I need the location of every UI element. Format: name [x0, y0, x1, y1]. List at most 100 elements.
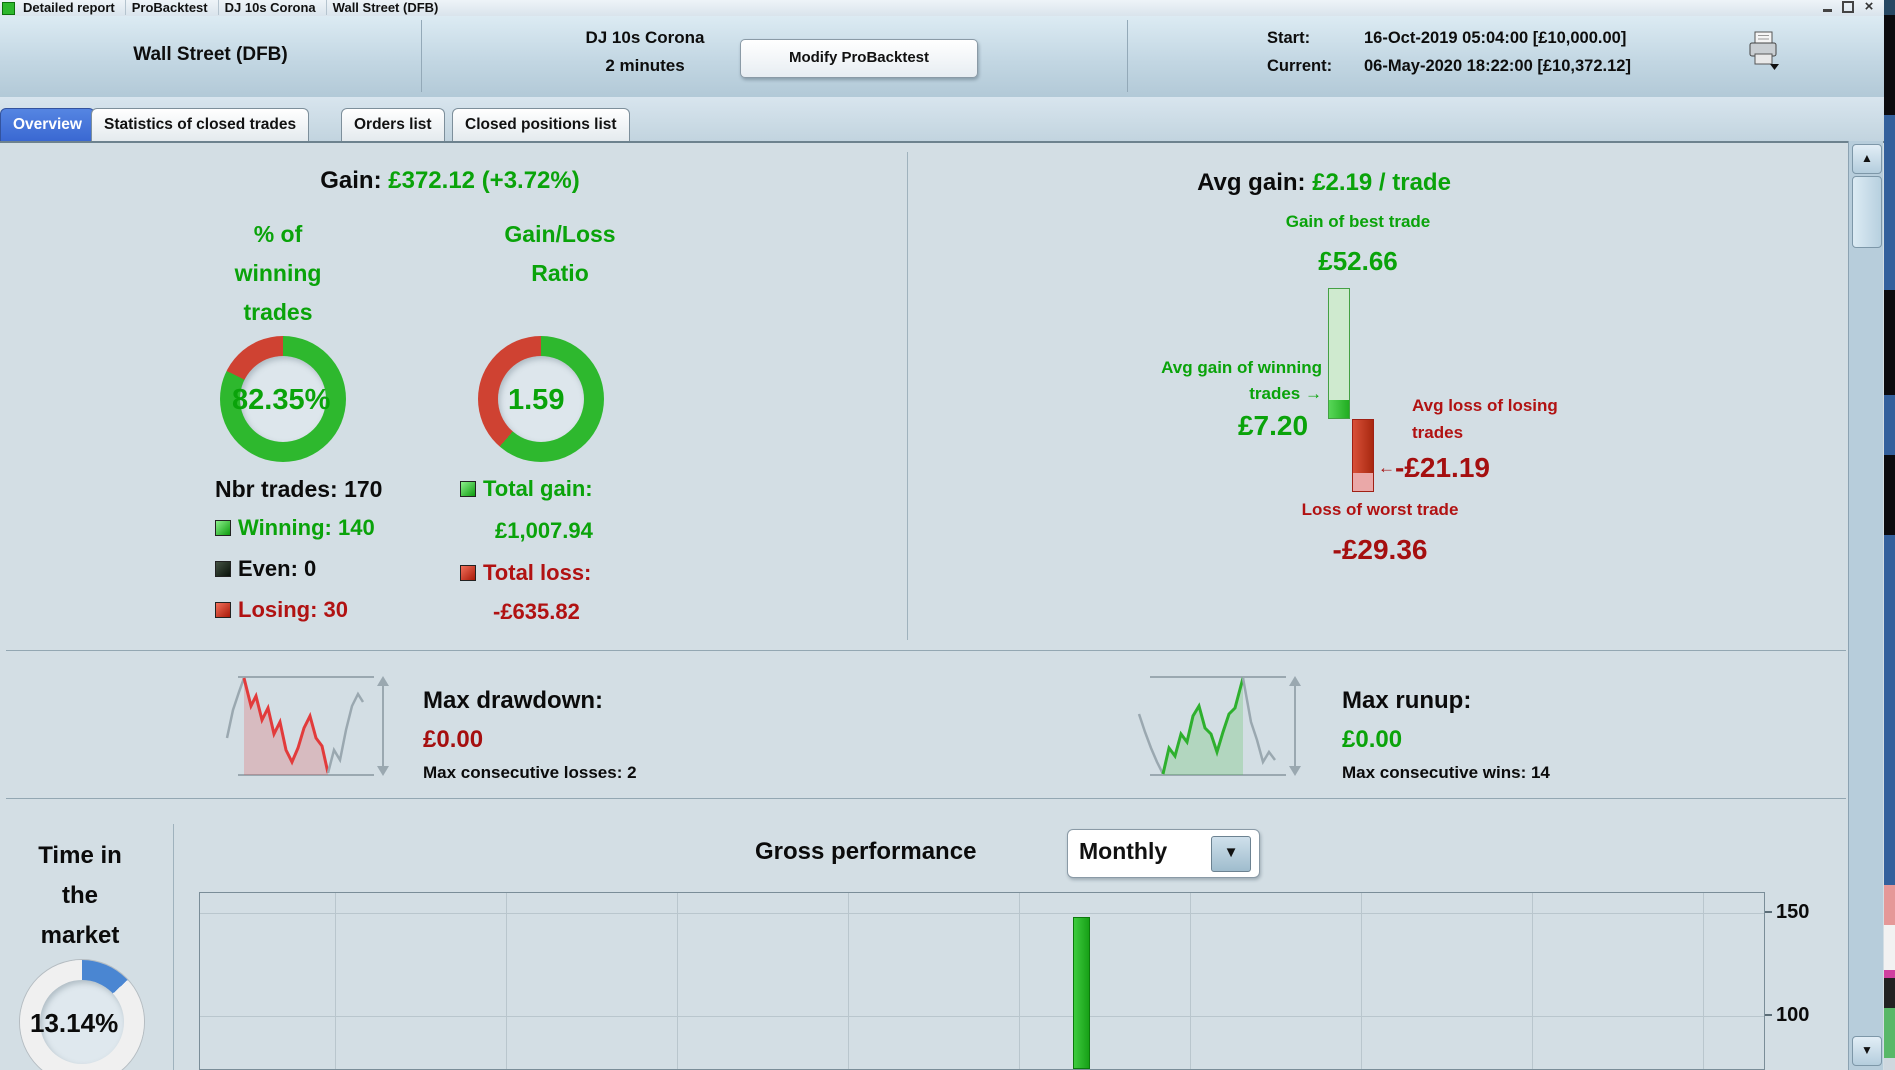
start-value: 16-Oct-2019 05:04:00 [£10,000.00] — [1364, 29, 1627, 47]
strategy-timeframe: 2 minutes — [605, 56, 685, 75]
scroll-up-icon[interactable]: ▲ — [1852, 144, 1882, 174]
worst-trade-value: -£29.36 — [1332, 534, 1428, 565]
gross-performance-chart — [199, 892, 1765, 1070]
pct-winning-title-line: % of — [253, 221, 303, 247]
gridline — [1019, 893, 1020, 1069]
time-title-line: market — [40, 922, 120, 949]
modify-probacktest-button[interactable]: Modify ProBacktest — [740, 39, 978, 78]
current-value: 06-May-2020 18:22:00 [£10,372.12] — [1364, 57, 1631, 75]
winning-trades-row: Winning: 140 — [215, 515, 375, 541]
minimize-button-icon[interactable] — [1820, 1, 1834, 12]
worst-trade-bar — [1352, 419, 1374, 492]
edge-segment — [1884, 978, 1895, 1008]
avg-win-value: £7.20 — [1237, 410, 1309, 441]
avg-gain-value: £2.19 / trade — [1312, 169, 1451, 196]
avg-loss-bar-segment — [1353, 420, 1373, 473]
best-trade-label: Gain of best trade — [1285, 212, 1431, 231]
right-arrow-icon: → — [1305, 384, 1322, 403]
vertical-scrollbar[interactable]: ▲ ▼ — [1848, 141, 1883, 1070]
avg-loss-label-line: Avg loss of losing — [1412, 396, 1558, 415]
panel-divider — [907, 152, 908, 640]
tab-orders-list[interactable]: Orders list — [341, 108, 445, 141]
donut-hole — [40, 980, 124, 1064]
scrollbar-thumb[interactable] — [1852, 176, 1882, 248]
edge-segment — [1884, 925, 1895, 970]
time-market-donut — [20, 960, 144, 1070]
total-loss-value: -£635.82 — [493, 599, 580, 624]
ratio-value: 1.59 — [508, 384, 565, 416]
edge-segment — [1884, 1008, 1895, 1058]
report-header: Wall Street (DFB) DJ 10s Corona 2 minute… — [0, 16, 1895, 98]
gain-loss-ratio-title: Gain/Loss Ratio — [460, 215, 660, 293]
print-icon[interactable] — [1747, 30, 1779, 70]
avg-loss-value: -£21.19 — [1395, 452, 1490, 483]
even-trades-row: Even: 0 — [215, 556, 316, 582]
avg-gain-label: Avg gain: — [1197, 169, 1306, 196]
pct-winning-title-line: trades — [243, 299, 313, 325]
avg-win-label-line: trades → — [1249, 384, 1322, 403]
panel-divider — [173, 824, 174, 1070]
y-tick-label: 100 — [1776, 1004, 1810, 1026]
tab-statistics-of-closed-trades[interactable]: Statistics of closed trades — [91, 108, 310, 141]
window-title-bar: Detailed report ProBacktest DJ 10s Corona W… — [0, 0, 1895, 17]
total-loss-legend-icon — [460, 565, 476, 581]
total-loss-row: Total loss: — [460, 560, 591, 586]
title-segment: Detailed report — [17, 0, 126, 15]
app-icon — [2, 2, 15, 15]
pct-winning-value: 82.35% — [232, 384, 331, 416]
edge-segment — [1884, 455, 1895, 535]
left-arrow-icon: ← — [1378, 458, 1395, 477]
avg-gain-headline: Avg gain: £2.19 / trade — [1024, 169, 1624, 197]
avg-loss-row: ←-£21.19 — [1378, 452, 1490, 484]
current-label: Current: — [1267, 57, 1333, 75]
performance-bar — [1073, 917, 1091, 1069]
tab-closed-positions-list[interactable]: Closed positions list — [452, 108, 630, 141]
tab-bar: Overview Statistics of closed trades Ord… — [0, 97, 1895, 143]
winning-trades: Winning: 140 — [238, 515, 375, 540]
losing-trades-row: Losing: 30 — [215, 597, 348, 623]
time-in-market-value: 13.14% — [30, 1008, 119, 1038]
maximize-button-icon[interactable] — [1841, 1, 1855, 13]
y-tick-mark — [1765, 911, 1772, 913]
edge-segment — [1884, 0, 1895, 15]
pct-winning-donut — [220, 336, 346, 462]
ratio-title-line: Gain/Loss — [504, 221, 616, 247]
time-title-line: Time in — [38, 842, 122, 869]
close-button-icon[interactable]: × — [1864, 0, 1874, 15]
even-trades: Even: 0 — [238, 556, 317, 581]
chevron-down-icon[interactable]: ▼ — [1211, 836, 1251, 872]
gridline — [200, 1016, 1764, 1017]
tab-overview[interactable]: Overview — [0, 108, 95, 141]
gridline — [1190, 893, 1191, 1069]
gross-performance-title: Gross performance — [755, 838, 977, 865]
total-gain-label: Total gain: — [483, 476, 593, 501]
edge-segment — [1884, 885, 1895, 925]
max-runup-value: £0.00 — [1342, 726, 1403, 753]
title-segment: ProBacktest — [126, 0, 219, 15]
max-drawdown-value: £0.00 — [423, 726, 484, 753]
pct-winning-title: % of winning trades — [178, 215, 378, 332]
gain-headline: Gain: £372.12 (+3.72%) — [150, 167, 750, 195]
title-segment: Wall Street (DFB) — [332, 0, 439, 15]
edge-segment — [1884, 1058, 1895, 1070]
drawdown-chart-icon — [225, 676, 389, 776]
avg-loss-label-line: trades — [1412, 423, 1464, 442]
gridline — [200, 913, 1764, 914]
period-dropdown[interactable]: Monthly ▼ — [1067, 829, 1260, 878]
strategy-name: DJ 10s Corona — [585, 28, 705, 47]
max-runup-label: Max runup: — [1342, 687, 1472, 714]
avg-win-label-line: Avg gain of winning — [1161, 358, 1322, 377]
y-tick-label: 150 — [1776, 901, 1810, 923]
section-divider — [6, 650, 1846, 651]
time-title-line: the — [62, 882, 98, 909]
title-segment: DJ 10s Corona — [219, 0, 327, 15]
max-consecutive-wins: Max consecutive wins: 14 — [1342, 763, 1550, 782]
gridline — [848, 893, 849, 1069]
header-divider — [421, 20, 422, 92]
ratio-title-line: Ratio — [531, 260, 589, 286]
total-loss-label: Total loss: — [483, 560, 592, 585]
scroll-down-icon[interactable]: ▼ — [1852, 1036, 1882, 1066]
pct-winning-title-line: winning — [234, 260, 322, 286]
gain-value: £372.12 (+3.72%) — [388, 167, 580, 194]
